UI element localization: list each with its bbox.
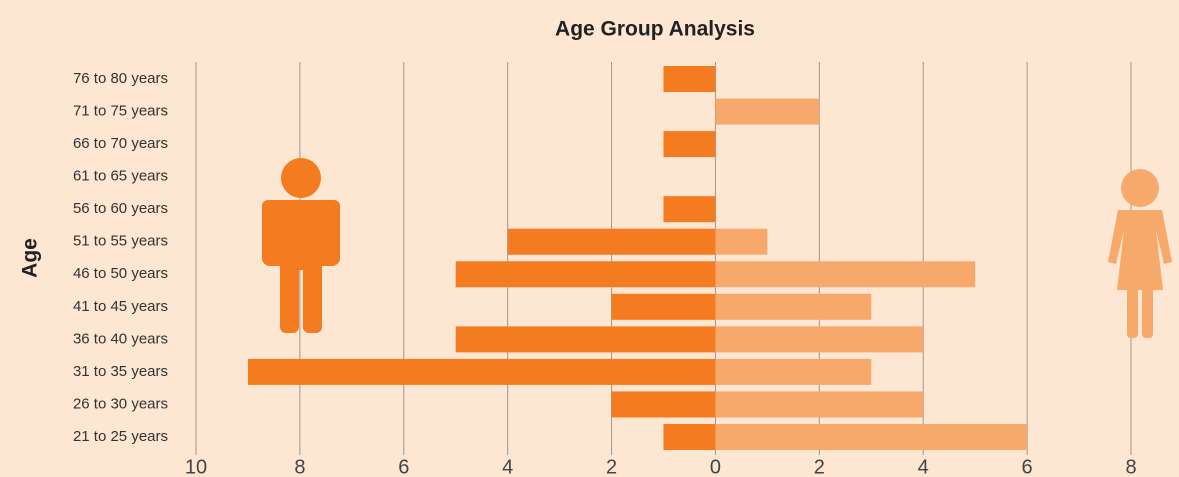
x-tick-label: 0	[710, 456, 721, 477]
x-tick-label: 8	[1125, 456, 1136, 477]
y-tick-label: 61 to 65 years	[73, 168, 168, 185]
bar	[663, 196, 716, 223]
bar	[247, 358, 716, 385]
bar	[715, 358, 872, 385]
bar	[611, 391, 716, 418]
bar	[715, 293, 872, 320]
y-tick-label: 46 to 50 years	[73, 265, 168, 282]
bar	[663, 66, 716, 92]
female-icon	[1108, 169, 1172, 338]
x-tick-label: 2	[606, 456, 617, 477]
bar	[715, 391, 924, 418]
x-tick-label: 8	[294, 456, 305, 477]
bar	[663, 424, 716, 450]
y-tick-label: 56 to 60 years	[73, 200, 168, 217]
male-icon	[262, 158, 340, 333]
bars	[247, 66, 1028, 450]
y-tick-label: 51 to 55 years	[73, 233, 168, 250]
bar	[455, 326, 716, 353]
bar	[715, 326, 924, 353]
bar	[455, 261, 716, 288]
y-tick-label: 36 to 40 years	[73, 330, 168, 347]
y-tick-label: 41 to 45 years	[73, 298, 168, 315]
y-tick-label: 26 to 30 years	[73, 395, 168, 412]
y-tick-label: 76 to 80 years	[73, 70, 168, 87]
y-axis-label: Age	[19, 238, 42, 278]
y-tick-label: 31 to 35 years	[73, 363, 168, 380]
y-tick-label: 21 to 25 years	[73, 428, 168, 445]
bar	[715, 261, 976, 288]
x-tick-label: 10	[185, 456, 207, 477]
bar	[663, 131, 716, 158]
x-tick-label: 4	[918, 456, 929, 477]
y-tick-label: 66 to 70 years	[73, 135, 168, 152]
bar	[611, 293, 716, 320]
x-tick-label: 2	[814, 456, 825, 477]
x-tick-label: 4	[502, 456, 513, 477]
bar	[507, 228, 716, 255]
y-tick-label: 71 to 75 years	[73, 103, 168, 120]
bar	[715, 98, 820, 125]
x-tick-label: 6	[398, 456, 409, 477]
bar	[715, 228, 768, 255]
x-tick-label: 6	[1022, 456, 1033, 477]
chart-title: Age Group Analysis	[555, 18, 755, 41]
bar	[715, 424, 1028, 450]
